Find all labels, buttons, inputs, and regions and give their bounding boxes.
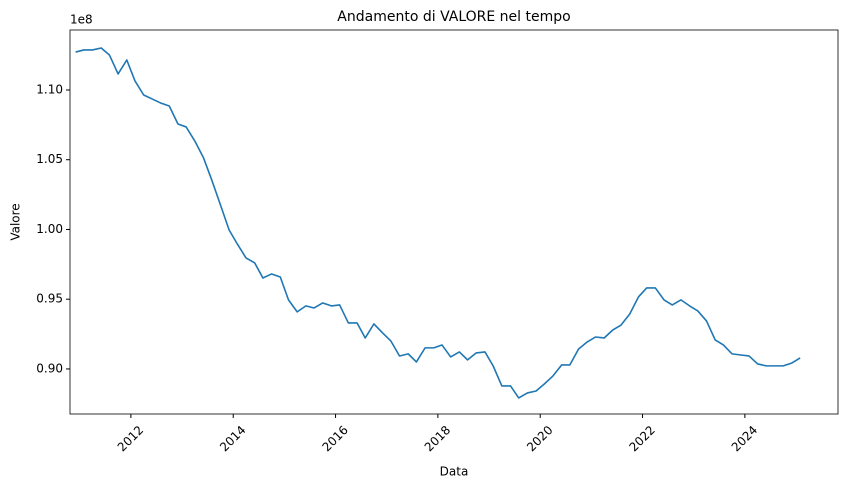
line: [75, 47, 801, 399]
chart-title: Andamento di VALORE nel tempo: [337, 9, 570, 25]
plot-frame: [69, 29, 839, 415]
y-tick-label: 1.10: [36, 82, 63, 96]
x-axis-label: Data: [440, 465, 469, 479]
y-tick-label: 0.95: [36, 292, 63, 306]
y-tick-label: 1.05: [36, 152, 63, 166]
y-tick-label: 1.00: [36, 222, 63, 236]
y-offset-label: 1e8: [70, 13, 93, 27]
y-tick-label: 0.90: [36, 361, 63, 375]
y-axis-label: Valore: [9, 203, 23, 240]
